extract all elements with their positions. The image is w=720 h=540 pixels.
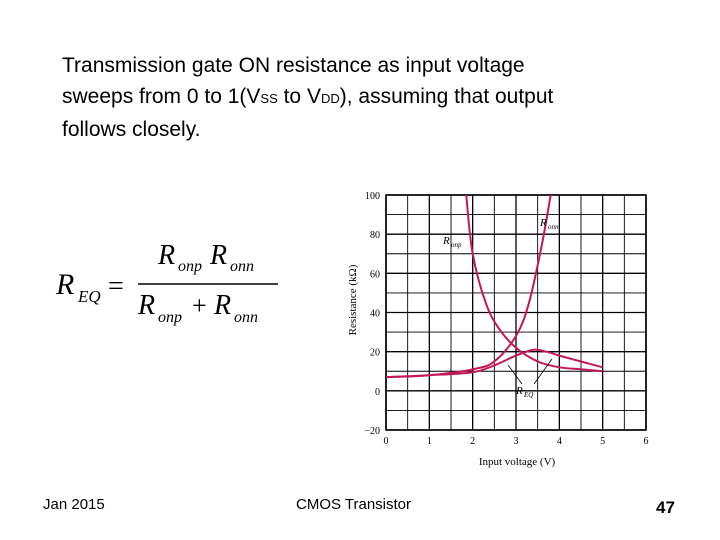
formula-num-r2: R <box>209 240 227 271</box>
text-line-3: follows closely. <box>62 118 201 141</box>
series-line-ronp <box>465 194 603 373</box>
req-formula: R EQ = R onp R onn R onp + R onn <box>55 240 278 326</box>
formula-den-r1: R <box>137 290 155 321</box>
x-tick-label: 6 <box>644 436 649 447</box>
formula-den-r2: R <box>213 290 231 321</box>
x-tick-label: 1 <box>427 436 432 447</box>
formula-den-sub1: onp <box>158 309 182 326</box>
series-label-req: R EQ <box>507 358 553 399</box>
x-axis-label: Input voltage (V) <box>479 456 556 468</box>
text-line-1: Transmission gate ON resistance as input… <box>62 54 525 77</box>
req-label-r: R <box>515 385 523 397</box>
y-tick-label: −20 <box>364 426 380 437</box>
ronn-label-sub: onn <box>548 223 559 231</box>
footer-date: Jan 2015 <box>43 496 105 513</box>
formula-plus: + <box>192 291 207 320</box>
text-line-2-part-a: sweeps from 0 to 1(V <box>62 85 261 108</box>
formula-lhs-r: R <box>55 268 74 301</box>
req-label-sub: EQ <box>523 391 533 399</box>
y-tick-label: 100 <box>365 191 380 202</box>
x-tick-label: 5 <box>600 436 605 447</box>
tick-labels: 0 1 2 3 4 5 6 100 80 60 40 20 0 −20 <box>364 191 648 447</box>
text-line-2-part-b: to V <box>277 85 321 108</box>
req-pointer-1 <box>507 364 523 385</box>
req-pointer-2 <box>533 358 553 385</box>
formula-equals: = <box>108 271 124 302</box>
slide-body-text: Transmission gate ON resistance as input… <box>62 50 682 145</box>
series-line-req <box>385 348 603 379</box>
x-tick-label: 4 <box>557 436 562 447</box>
y-tick-label: 0 <box>375 387 380 398</box>
ronn-label-r: R <box>539 217 547 229</box>
formula-num-r1: R <box>157 240 175 271</box>
series-label-ronn: R onn <box>539 217 559 231</box>
y-tick-label: 80 <box>370 230 380 241</box>
formula-den-sub2: onn <box>234 309 258 326</box>
y-tick-label: 60 <box>370 269 380 280</box>
formula-num-sub2: onn <box>230 258 254 275</box>
y-axis-label: Resistance (kΩ) <box>347 264 359 335</box>
formula-num-sub1: onp <box>178 258 202 275</box>
vss-subscript: SS <box>260 91 278 106</box>
plot-frame <box>385 194 647 431</box>
chart-grid <box>385 194 647 431</box>
resistance-chart: 0 1 2 3 4 5 6 100 80 60 40 20 0 −20 Resistance (kΩ) I… <box>347 191 649 468</box>
page-number: 47 <box>656 498 675 517</box>
x-tick-label: 0 <box>384 436 389 447</box>
y-tick-label: 40 <box>370 309 380 320</box>
x-tick-label: 2 <box>470 436 475 447</box>
vdd-subscript: DD <box>320 91 340 106</box>
text-line-2-part-c: ), assuming that output <box>339 85 554 108</box>
formula-lhs-sub: EQ <box>77 287 101 306</box>
x-tick-label: 3 <box>514 436 519 447</box>
footer-title: CMOS Transistor <box>296 496 412 513</box>
series-label-ronp: R onp <box>442 235 462 249</box>
text-line-2: sweeps from 0 to 1(VSS to VDD), assuming… <box>62 81 682 114</box>
y-tick-label: 20 <box>370 348 380 359</box>
ronp-label-r: R <box>442 235 450 247</box>
ronp-label-sub: onp <box>451 241 462 249</box>
chart-series <box>385 194 603 379</box>
